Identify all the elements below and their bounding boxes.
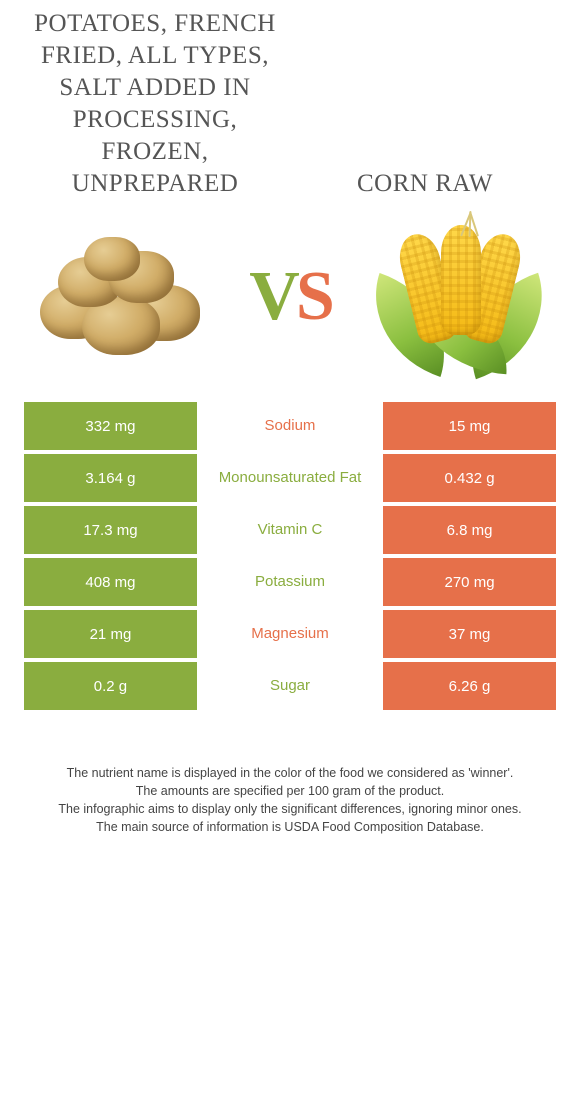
right-value: 37 mg <box>383 610 556 658</box>
table-row: 408 mg Potassium 270 mg <box>24 558 556 606</box>
left-food-image <box>20 222 220 372</box>
table-row: 3.164 g Monounsaturated Fat 0.432 g <box>24 454 556 502</box>
left-value: 3.164 g <box>24 454 197 502</box>
footnote-line: The amounts are specified per 100 gram o… <box>28 782 552 800</box>
table-row: 17.3 mg Vitamin C 6.8 mg <box>24 506 556 554</box>
right-value: 0.432 g <box>383 454 556 502</box>
nutrient-name: Sodium <box>201 402 379 450</box>
table-row: 21 mg Magnesium 37 mg <box>24 610 556 658</box>
potatoes-icon <box>30 237 210 357</box>
right-value: 6.26 g <box>383 662 556 710</box>
right-food-image <box>360 222 560 372</box>
nutrient-name: Monounsaturated Fat <box>201 454 379 502</box>
nutrient-name: Sugar <box>201 662 379 710</box>
vs-s: S <box>296 257 331 337</box>
left-value: 17.3 mg <box>24 506 197 554</box>
footnotes: The nutrient name is displayed in the co… <box>20 764 560 837</box>
table-row: 332 mg Sodium 15 mg <box>24 402 556 450</box>
images-row: V S <box>20 222 560 372</box>
left-value: 408 mg <box>24 558 197 606</box>
nutrient-name: Magnesium <box>201 610 379 658</box>
title-left: POTATOES, FRENCH FRIED, ALL TYPES, SALT … <box>20 8 290 200</box>
right-value: 15 mg <box>383 402 556 450</box>
right-value: 270 mg <box>383 558 556 606</box>
infographic-container: POTATOES, FRENCH FRIED, ALL TYPES, SALT … <box>0 0 580 1114</box>
vs-v: V <box>249 257 296 337</box>
table-row: 0.2 g Sugar 6.26 g <box>24 662 556 710</box>
footnote-line: The main source of information is USDA F… <box>28 818 552 836</box>
nutrient-table-body: 332 mg Sodium 15 mg 3.164 g Monounsatura… <box>24 402 556 710</box>
left-value: 0.2 g <box>24 662 197 710</box>
right-value: 6.8 mg <box>383 506 556 554</box>
corn-icon <box>365 227 555 367</box>
left-value: 332 mg <box>24 402 197 450</box>
left-value: 21 mg <box>24 610 197 658</box>
footnote-line: The nutrient name is displayed in the co… <box>28 764 552 782</box>
nutrient-name: Potassium <box>201 558 379 606</box>
footnote-line: The infographic aims to display only the… <box>28 800 552 818</box>
titles-row: POTATOES, FRENCH FRIED, ALL TYPES, SALT … <box>20 8 560 200</box>
title-right: CORN RAW <box>290 168 560 200</box>
vs-label: V S <box>249 257 331 337</box>
nutrient-name: Vitamin C <box>201 506 379 554</box>
nutrient-table: 332 mg Sodium 15 mg 3.164 g Monounsatura… <box>20 398 560 714</box>
